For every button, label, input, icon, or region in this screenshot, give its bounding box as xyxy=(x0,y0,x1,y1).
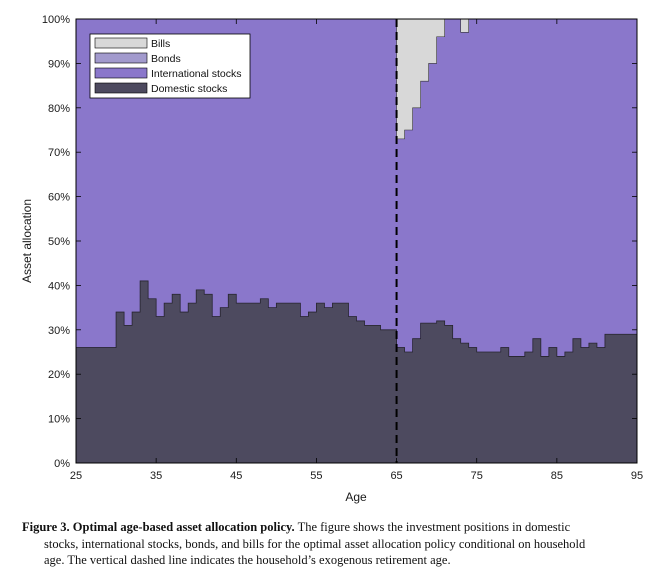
legend-label-international: International stocks xyxy=(151,68,241,80)
y-tick-label: 40% xyxy=(48,280,70,292)
caption-text-line2: stocks, international stocks, bonds, and… xyxy=(44,536,586,551)
y-tick-label: 60% xyxy=(48,192,70,204)
legend-label-bills: Bills xyxy=(151,38,170,50)
axes: 25 35 45 55 65 75 85 95 0% 10% 20% 30% 40% 50% 60% 70% 8… xyxy=(42,14,643,482)
y-tick-label: 80% xyxy=(48,103,70,115)
x-tick-label: 45 xyxy=(230,470,242,482)
x-tick-label: 25 xyxy=(70,470,82,482)
y-axis-label: Asset allocation xyxy=(20,199,34,283)
caption-text-line1: The figure shows the investment position… xyxy=(294,520,571,534)
series-domestic-stocks xyxy=(75,280,638,464)
x-tick-label: 35 xyxy=(150,470,162,482)
plot-area xyxy=(75,18,638,464)
y-tick-label: 20% xyxy=(48,369,70,381)
y-tick-label: 70% xyxy=(48,147,70,159)
legend-swatch-international xyxy=(94,67,148,79)
asset-allocation-chart: 25 35 45 55 65 75 85 95 0% 10% 20% 30% 40% 50% 60% 70% 8… xyxy=(20,14,643,504)
y-tick-label: 50% xyxy=(48,236,70,248)
x-tick-label: 85 xyxy=(551,470,563,482)
x-tick-label: 65 xyxy=(390,470,402,482)
legend-label-bonds: Bonds xyxy=(151,53,181,65)
legend-label-domestic: Domestic stocks xyxy=(151,83,227,95)
legend-swatch-domestic xyxy=(94,82,148,94)
y-tick-label: 10% xyxy=(48,414,70,426)
x-tick-label: 75 xyxy=(471,470,483,482)
y-tick-label: 90% xyxy=(48,58,70,70)
x-axis-label: Age xyxy=(345,490,367,504)
y-tick-label: 0% xyxy=(54,458,70,470)
x-tick-label: 95 xyxy=(631,470,643,482)
legend-swatch-bills xyxy=(94,37,148,49)
series-bills xyxy=(396,18,485,140)
figure-caption: Figure 3. Optimal age-based asset alloca… xyxy=(22,519,647,569)
x-tick-label: 55 xyxy=(310,470,322,482)
caption-text-line3: age. The vertical dashed line indicates … xyxy=(44,553,451,567)
legend: Bills Bonds International stocks Domesti… xyxy=(89,33,251,99)
y-tick-label: 100% xyxy=(42,14,70,26)
caption-label: Figure 3. Optimal age-based asset alloca… xyxy=(22,520,295,534)
legend-swatch-bonds xyxy=(94,52,148,64)
y-tick-label: 30% xyxy=(48,325,70,337)
